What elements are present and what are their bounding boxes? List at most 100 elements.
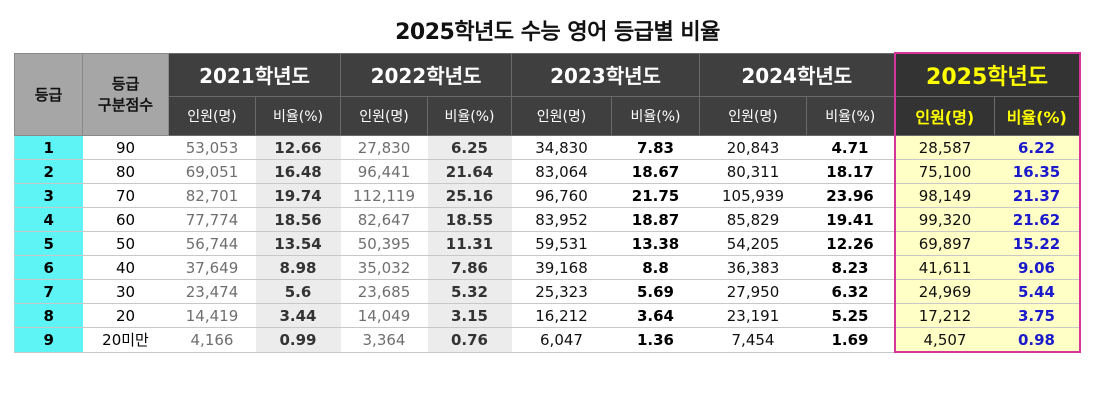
cell-ratio-2023: 8.8: [611, 255, 700, 280]
cell-count-2023: 59,531: [511, 231, 612, 256]
header-cutoff-line2: 구분점수: [97, 96, 154, 115]
cell-count-2022: 3,364: [340, 327, 428, 353]
cell-count-2022: 27,830: [340, 135, 428, 160]
cell-ratio-2022: 3.15: [427, 303, 512, 328]
cell-count-2023: 83,064: [511, 159, 612, 184]
cell-ratio-2021: 19.74: [255, 183, 341, 208]
cell-ratio-2025: 21.37: [994, 183, 1081, 208]
table-row: 8 20 14,419 3.44 14,049 3.15 16,212 3.64 23,191 5…: [14, 303, 1081, 328]
cell-count-2021: 4,166: [168, 327, 256, 353]
cell-count-2021: 53,053: [168, 135, 256, 160]
cell-ratio-2023: 21.75: [611, 183, 700, 208]
cell-count-2024: 105,939: [699, 183, 807, 208]
cell-count-2022: 50,395: [340, 231, 428, 256]
cell-cutoff: 80: [82, 159, 169, 184]
cell-grade: 4: [14, 207, 83, 232]
header-count-2025: 인원(명): [893, 96, 995, 136]
cell-cutoff: 20: [82, 303, 169, 328]
cell-count-2022: 14,049: [340, 303, 428, 328]
cell-count-2025: 41,611: [893, 255, 995, 280]
cell-ratio-2021: 5.6: [255, 279, 341, 304]
header-grade: 등급: [14, 52, 83, 136]
cell-count-2023: 96,760: [511, 183, 612, 208]
cell-ratio-2021: 0.99: [255, 327, 341, 353]
cell-ratio-2023: 3.64: [611, 303, 700, 328]
cell-count-2021: 14,419: [168, 303, 256, 328]
cell-count-2025: 75,100: [893, 159, 995, 184]
cell-ratio-2021: 13.54: [255, 231, 341, 256]
cell-count-2021: 77,774: [168, 207, 256, 232]
cell-count-2023: 34,830: [511, 135, 612, 160]
cell-ratio-2025: 15.22: [994, 231, 1081, 256]
cell-cutoff: 50: [82, 231, 169, 256]
header-count: 인원(명): [340, 96, 428, 136]
cell-grade: 7: [14, 279, 83, 304]
cell-cutoff: 20미만: [82, 327, 169, 353]
cell-ratio-2025: 16.35: [994, 159, 1081, 184]
cell-count-2023: 83,952: [511, 207, 612, 232]
cell-count-2022: 35,032: [340, 255, 428, 280]
header-count: 인원(명): [511, 96, 612, 136]
cell-ratio-2023: 13.38: [611, 231, 700, 256]
header-count: 인원(명): [168, 96, 256, 136]
cell-ratio-2021: 18.56: [255, 207, 341, 232]
table-row: 2 80 69,051 16.48 96,441 21.64 83,064 18.67 80,3…: [14, 159, 1081, 184]
grade-ratio-table: 등급 등급 구분점수 2021학년도 2022학년도 2023학년도 2024학…: [14, 52, 1081, 353]
cell-ratio-2024: 18.17: [806, 159, 895, 184]
header-year-2021: 2021학년도: [168, 52, 341, 97]
cell-ratio-2024: 5.25: [806, 303, 895, 328]
header-ratio: 비율(%): [611, 96, 700, 136]
cell-grade: 2: [14, 159, 83, 184]
cell-ratio-2024: 23.96: [806, 183, 895, 208]
cell-count-2022: 23,685: [340, 279, 428, 304]
cell-count-2021: 56,744: [168, 231, 256, 256]
cell-grade: 1: [14, 135, 83, 160]
cell-count-2022: 96,441: [340, 159, 428, 184]
cell-ratio-2025: 5.44: [994, 279, 1081, 304]
cell-count-2025: 98,149: [893, 183, 995, 208]
cell-ratio-2021: 3.44: [255, 303, 341, 328]
cell-ratio-2022: 21.64: [427, 159, 512, 184]
cell-ratio-2024: 12.26: [806, 231, 895, 256]
cell-count-2025: 69,897: [893, 231, 995, 256]
header-ratio-2025: 비율(%): [994, 96, 1081, 136]
header-year-2022: 2022학년도: [340, 52, 512, 97]
cell-count-2025: 28,587: [893, 135, 995, 160]
cell-cutoff: 60: [82, 207, 169, 232]
table-row: 5 50 56,744 13.54 50,395 11.31 59,531 13.38 54,2…: [14, 231, 1081, 256]
cell-count-2022: 82,647: [340, 207, 428, 232]
cell-ratio-2024: 8.23: [806, 255, 895, 280]
table-row: 1 90 53,053 12.66 27,830 6.25 34,830 7.83 20,843…: [14, 135, 1081, 160]
cell-count-2021: 69,051: [168, 159, 256, 184]
cell-count-2024: 80,311: [699, 159, 807, 184]
page-title: 2025학년도 수능 영어 등급별 비율: [395, 20, 720, 45]
cell-cutoff: 90: [82, 135, 169, 160]
cell-ratio-2022: 11.31: [427, 231, 512, 256]
cell-count-2024: 7,454: [699, 327, 807, 353]
cell-count-2023: 16,212: [511, 303, 612, 328]
cell-count-2021: 82,701: [168, 183, 256, 208]
table-row: 3 70 82,701 19.74 112,119 25.16 96,760 21.75 105…: [14, 183, 1081, 208]
cell-count-2024: 20,843: [699, 135, 807, 160]
header-cutoff: 등급 구분점수: [82, 52, 169, 136]
cell-count-2024: 36,383: [699, 255, 807, 280]
header-year-2023: 2023학년도: [511, 52, 700, 97]
cell-count-2023: 39,168: [511, 255, 612, 280]
cell-count-2023: 6,047: [511, 327, 612, 353]
cell-cutoff: 40: [82, 255, 169, 280]
cell-ratio-2022: 0.76: [427, 327, 512, 353]
header-ratio: 비율(%): [806, 96, 895, 136]
cell-count-2023: 25,323: [511, 279, 612, 304]
cell-ratio-2023: 1.36: [611, 327, 700, 353]
cell-ratio-2021: 12.66: [255, 135, 341, 160]
header-ratio: 비율(%): [427, 96, 512, 136]
cell-ratio-2022: 5.32: [427, 279, 512, 304]
cell-ratio-2022: 25.16: [427, 183, 512, 208]
cell-count-2025: 17,212: [893, 303, 995, 328]
cell-ratio-2023: 18.67: [611, 159, 700, 184]
cell-grade: 5: [14, 231, 83, 256]
header-count: 인원(명): [699, 96, 807, 136]
cell-ratio-2024: 6.32: [806, 279, 895, 304]
cell-ratio-2022: 7.86: [427, 255, 512, 280]
cell-ratio-2022: 18.55: [427, 207, 512, 232]
